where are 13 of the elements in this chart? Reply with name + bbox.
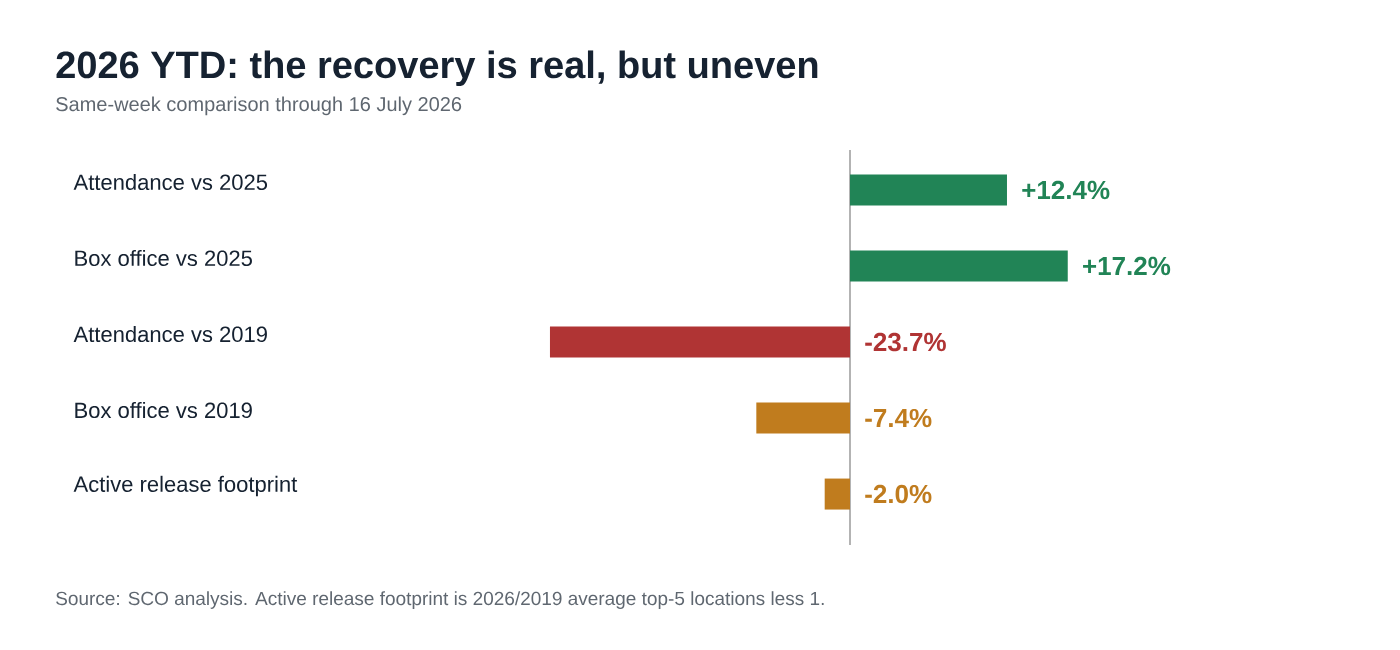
y-tick-label: Attendance vs 2019: [73, 325, 267, 343]
data-label: -2.0%: [865, 484, 932, 504]
data-label: +12.4%: [1022, 180, 1110, 200]
data-label: -7.4%: [865, 408, 932, 428]
y-tick-label: Attendance vs 2025: [73, 173, 268, 191]
source-note: Source: SCO analysis. Active release footprint is 2026/2019 average top-5 locations less 1.: [56, 591, 824, 609]
data-label: -23.7%: [865, 332, 946, 352]
text: Same-week comparison through 16 July 2026: [56, 96, 462, 116]
data-label: +17.2%: [1083, 256, 1171, 276]
y-tick-label: Active release footprint: [73, 475, 298, 497]
y-tick-label: Box office vs 2019: [75, 401, 252, 419]
chart-title: 2026 YTD: the recovery is real, but uneven: [56, 50, 818, 86]
y-tick-label: Box office vs 2025: [75, 249, 252, 267]
